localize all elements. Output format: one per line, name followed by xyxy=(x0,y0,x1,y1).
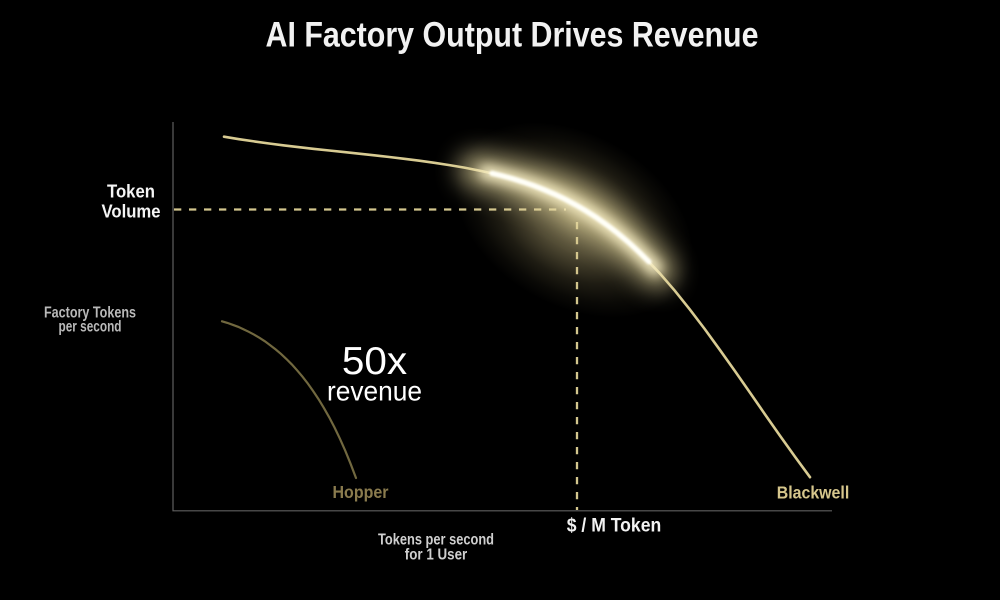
svg-text:for 1 User: for 1 User xyxy=(405,547,468,564)
svg-text:Token: Token xyxy=(107,181,155,202)
svg-text:Factory Tokens: Factory Tokens xyxy=(44,305,136,322)
svg-text:Volume: Volume xyxy=(102,201,161,222)
svg-text:$ / M Token: $ / M Token xyxy=(567,515,662,536)
svg-text:Blackwell: Blackwell xyxy=(777,483,850,503)
svg-text:Hopper: Hopper xyxy=(333,482,389,502)
svg-text:revenue: revenue xyxy=(327,376,422,407)
svg-text:Tokens per second: Tokens per second xyxy=(378,531,494,548)
svg-text:per second: per second xyxy=(59,319,122,336)
svg-text:AI Factory Output Drives Reven: AI Factory Output Drives Revenue xyxy=(266,16,759,55)
svg-text:50x: 50x xyxy=(342,340,407,383)
